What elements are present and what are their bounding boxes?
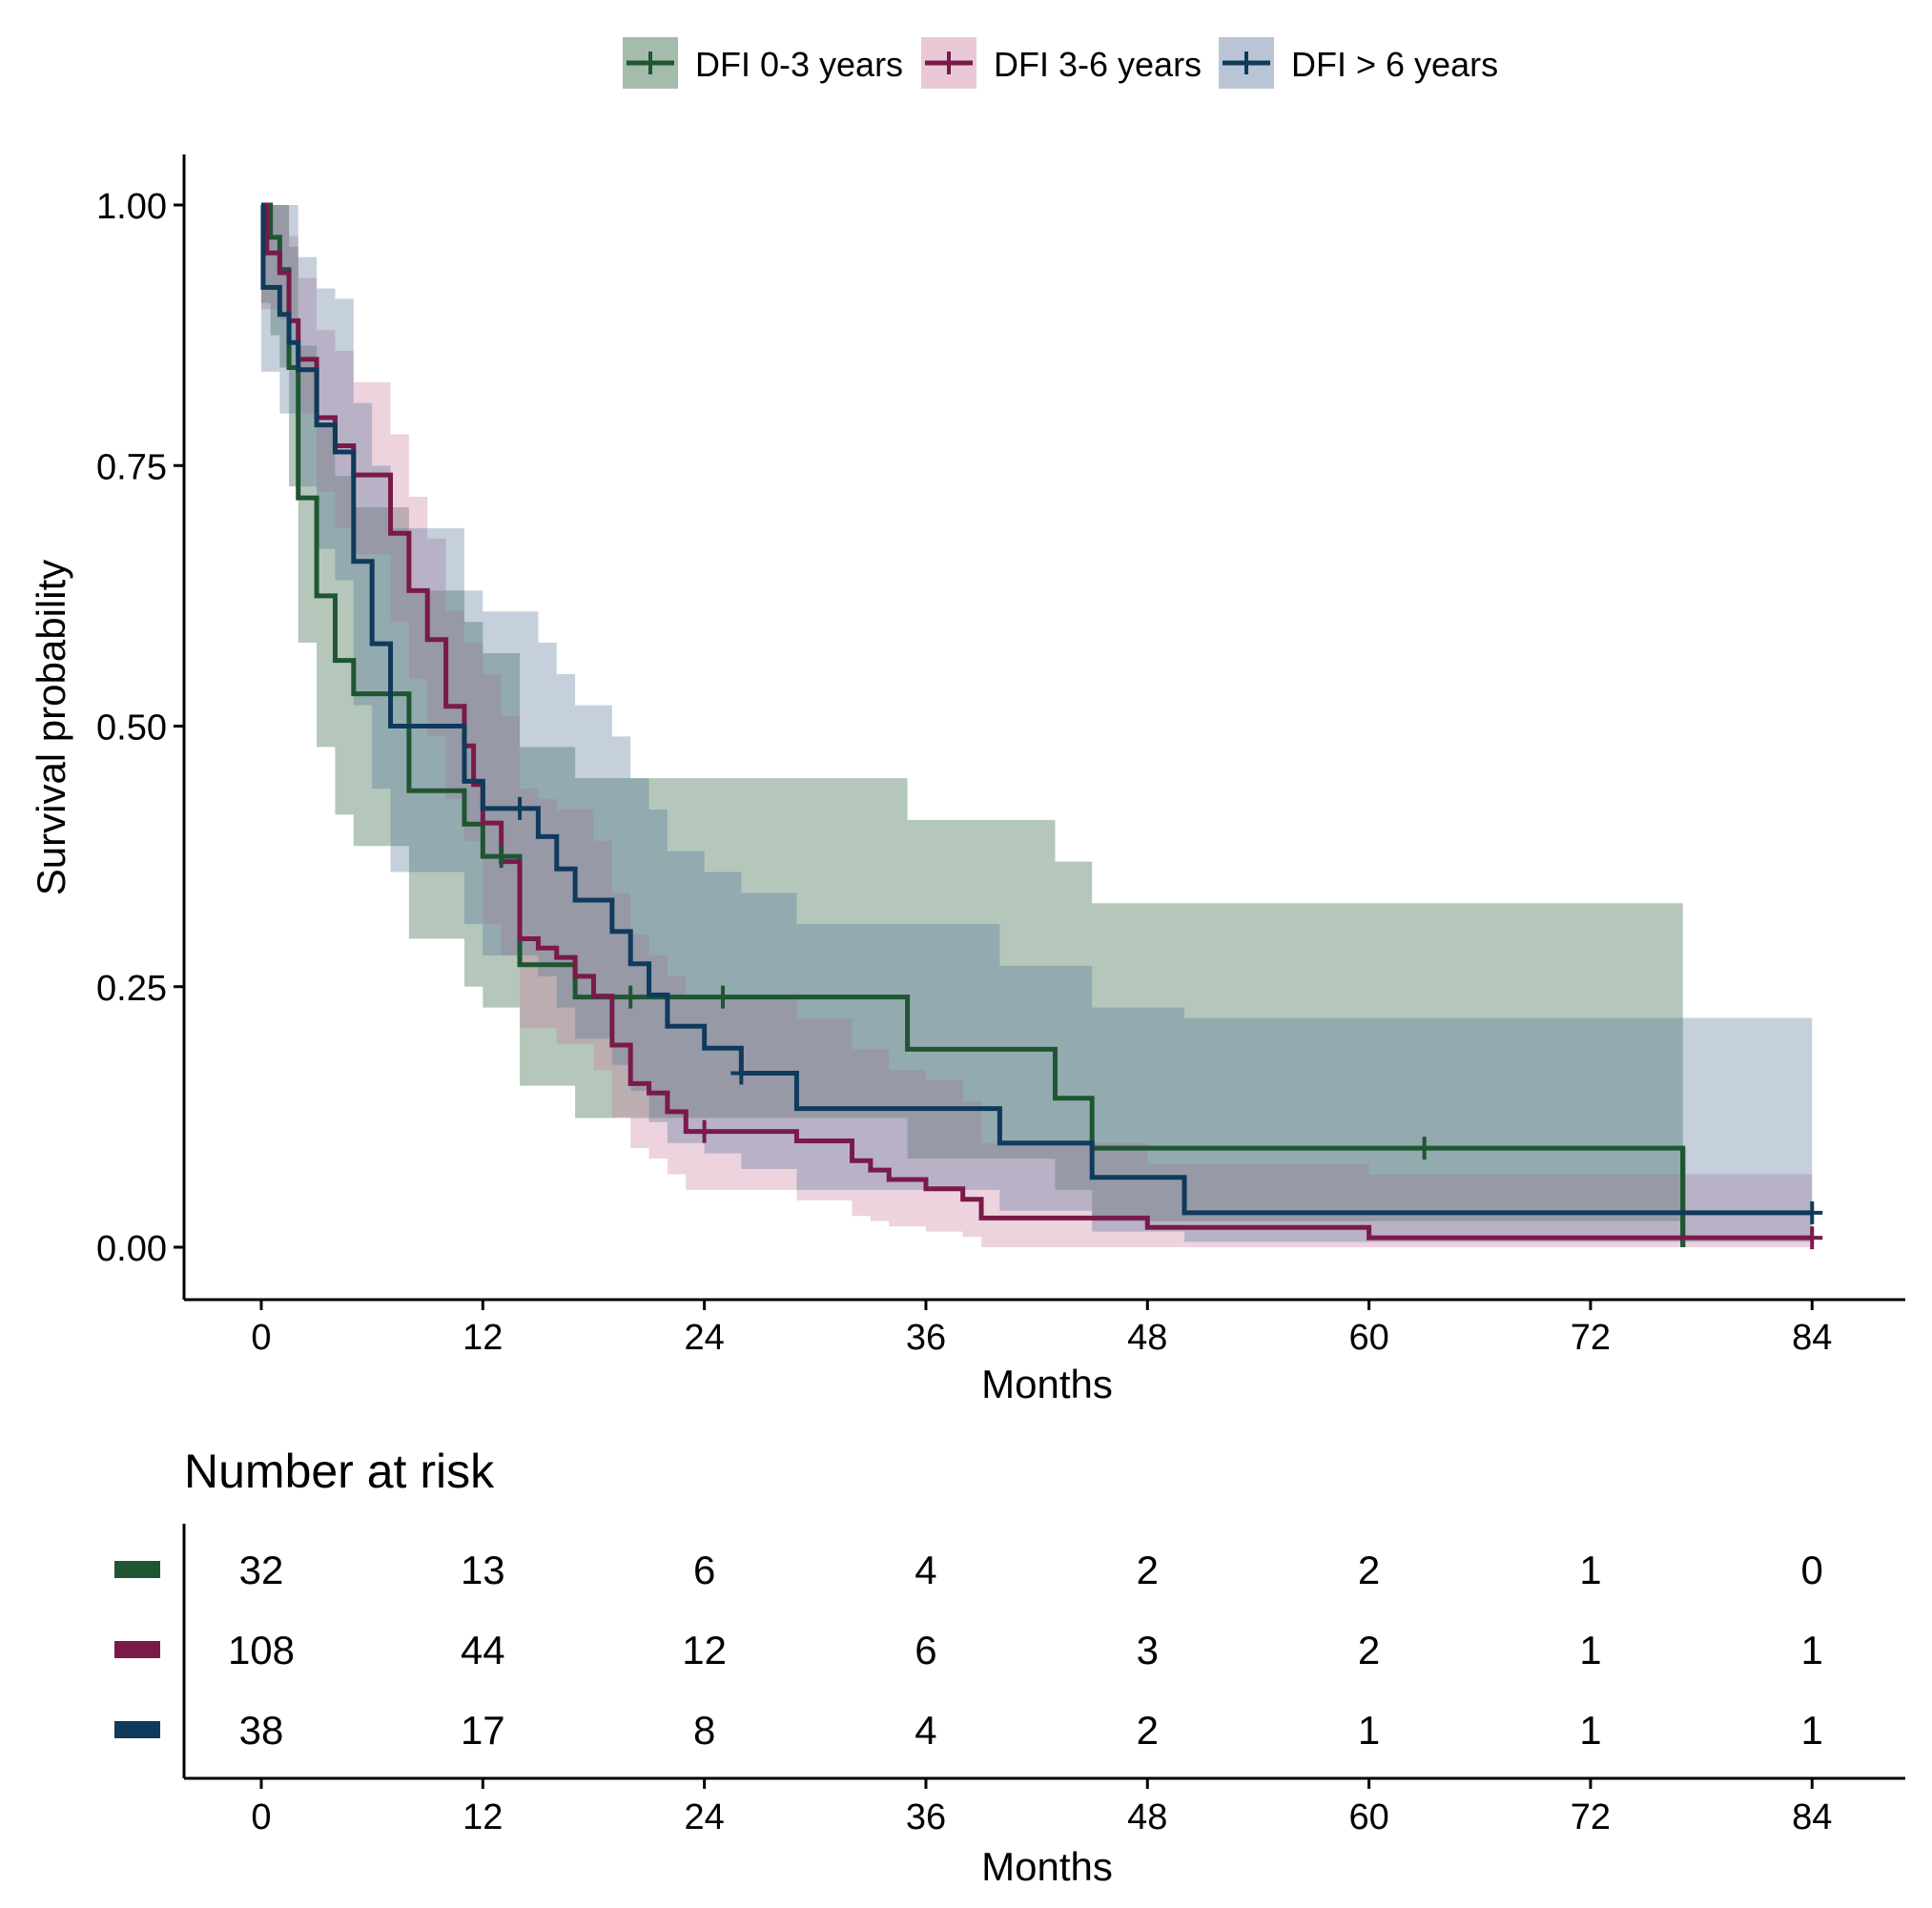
x-tick-label: 0 <box>251 1318 271 1358</box>
risk-x-tick-label: 12 <box>462 1797 503 1837</box>
risk-row-dfi-3-6: 108 44 12 6 3 2 1 1 <box>114 1628 1823 1672</box>
risk-x-tick-label: 48 <box>1127 1797 1167 1837</box>
risk-count: 1 <box>1579 1628 1601 1672</box>
y-axis-label: Survival probability <box>29 560 73 896</box>
risk-count: 4 <box>915 1708 936 1753</box>
risk-count: 13 <box>461 1548 505 1592</box>
y-tick-label: 0.75 <box>96 447 167 487</box>
risk-count: 2 <box>1358 1628 1380 1672</box>
risk-table-axes: 0 12 24 36 48 60 72 84 <box>182 1524 1905 1837</box>
risk-count: 2 <box>1137 1548 1159 1592</box>
risk-count: 2 <box>1358 1548 1380 1592</box>
risk-table-title: Number at risk <box>184 1445 495 1498</box>
risk-count: 3 <box>1137 1628 1159 1672</box>
legend-label: DFI > 6 years <box>1291 45 1498 84</box>
x-tick-label: 24 <box>684 1318 724 1358</box>
risk-count: 44 <box>461 1628 505 1672</box>
y-tick-label: 1.00 <box>96 187 167 227</box>
risk-count: 0 <box>1801 1548 1823 1592</box>
risk-count: 6 <box>915 1628 936 1672</box>
censor-mark-dfi-0-3 <box>712 985 733 1009</box>
risk-row-dfi-gt-6: 38 17 8 4 2 1 1 1 <box>114 1708 1823 1753</box>
x-tick-label: 60 <box>1348 1318 1388 1358</box>
censor-mark-dfi-0-3 <box>1413 1137 1435 1160</box>
risk-x-tick-label: 0 <box>251 1797 271 1837</box>
risk-x-tick-label: 24 <box>684 1797 724 1837</box>
risk-count: 12 <box>682 1628 727 1672</box>
censor-mark-dfi-gt-6 <box>1801 1200 1823 1224</box>
legend-item-dfi-0-3: DFI 0-3 years <box>623 37 903 89</box>
risk-count: 1 <box>1579 1548 1601 1592</box>
ci-band-dfi-gt-6 <box>261 205 1813 1242</box>
x-tick-label: 36 <box>906 1318 946 1358</box>
x-tick-label: 48 <box>1127 1318 1167 1358</box>
censor-mark-dfi-gt-6 <box>730 1061 752 1085</box>
survival-curve-dfi-gt-6 <box>260 202 1813 1216</box>
risk-count: 108 <box>228 1628 295 1672</box>
plot-axes: 0.00 0.25 0.50 0.75 1.00 0 12 24 36 48 60 72 84 <box>96 154 1905 1358</box>
risk-count: 1 <box>1358 1708 1380 1753</box>
censor-mark-dfi-3-6 <box>1801 1226 1823 1250</box>
risk-row-key <box>114 1561 160 1578</box>
risk-count: 4 <box>915 1548 936 1592</box>
risk-count: 1 <box>1801 1628 1823 1672</box>
risk-x-tick-label: 72 <box>1571 1797 1611 1837</box>
y-tick-label: 0.00 <box>96 1229 167 1269</box>
risk-count: 17 <box>461 1708 505 1753</box>
confidence-bands <box>261 205 1813 1247</box>
x-axis-label: Months <box>981 1362 1113 1406</box>
risk-count: 6 <box>693 1548 715 1592</box>
legend: DFI 0-3 years DFI 3-6 years DFI > 6 years <box>623 37 1498 89</box>
risk-row-key <box>114 1721 160 1738</box>
x-tick-label: 84 <box>1792 1318 1832 1358</box>
risk-x-axis-label: Months <box>981 1844 1113 1889</box>
risk-count: 1 <box>1801 1708 1823 1753</box>
risk-x-tick-label: 60 <box>1348 1797 1388 1837</box>
risk-x-tick-label: 84 <box>1792 1797 1832 1837</box>
survival-plot: 0.00 0.25 0.50 0.75 1.00 0 12 24 36 48 60 72 84 <box>96 154 1905 1358</box>
risk-count: 1 <box>1579 1708 1601 1753</box>
legend-label: DFI 0-3 years <box>695 45 903 84</box>
legend-item-dfi-3-6: DFI 3-6 years <box>921 37 1202 89</box>
x-tick-label: 72 <box>1571 1318 1611 1358</box>
survival-curves <box>260 202 1813 1247</box>
censor-mark-dfi-0-3 <box>620 985 642 1009</box>
risk-row-key <box>114 1641 160 1658</box>
risk-count: 38 <box>239 1708 284 1753</box>
x-tick-label: 12 <box>462 1318 503 1358</box>
risk-count: 8 <box>693 1708 715 1753</box>
censor-mark-dfi-0-3 <box>490 845 512 869</box>
y-tick-label: 0.25 <box>96 969 167 1009</box>
legend-item-dfi-gt-6: DFI > 6 years <box>1219 37 1498 89</box>
censor-marks <box>490 796 1823 1250</box>
censor-mark-dfi-3-6 <box>693 1119 715 1143</box>
risk-row-dfi-0-3: 32 13 6 4 2 2 1 0 <box>114 1548 1823 1592</box>
risk-count: 2 <box>1137 1708 1159 1753</box>
legend-label: DFI 3-6 years <box>994 45 1202 84</box>
ci-band-dfi-0-3 <box>261 205 1683 1247</box>
risk-x-tick-label: 36 <box>906 1797 946 1837</box>
risk-count: 32 <box>239 1548 284 1592</box>
y-tick-label: 0.50 <box>96 708 167 749</box>
censor-mark-dfi-gt-6 <box>509 796 531 820</box>
